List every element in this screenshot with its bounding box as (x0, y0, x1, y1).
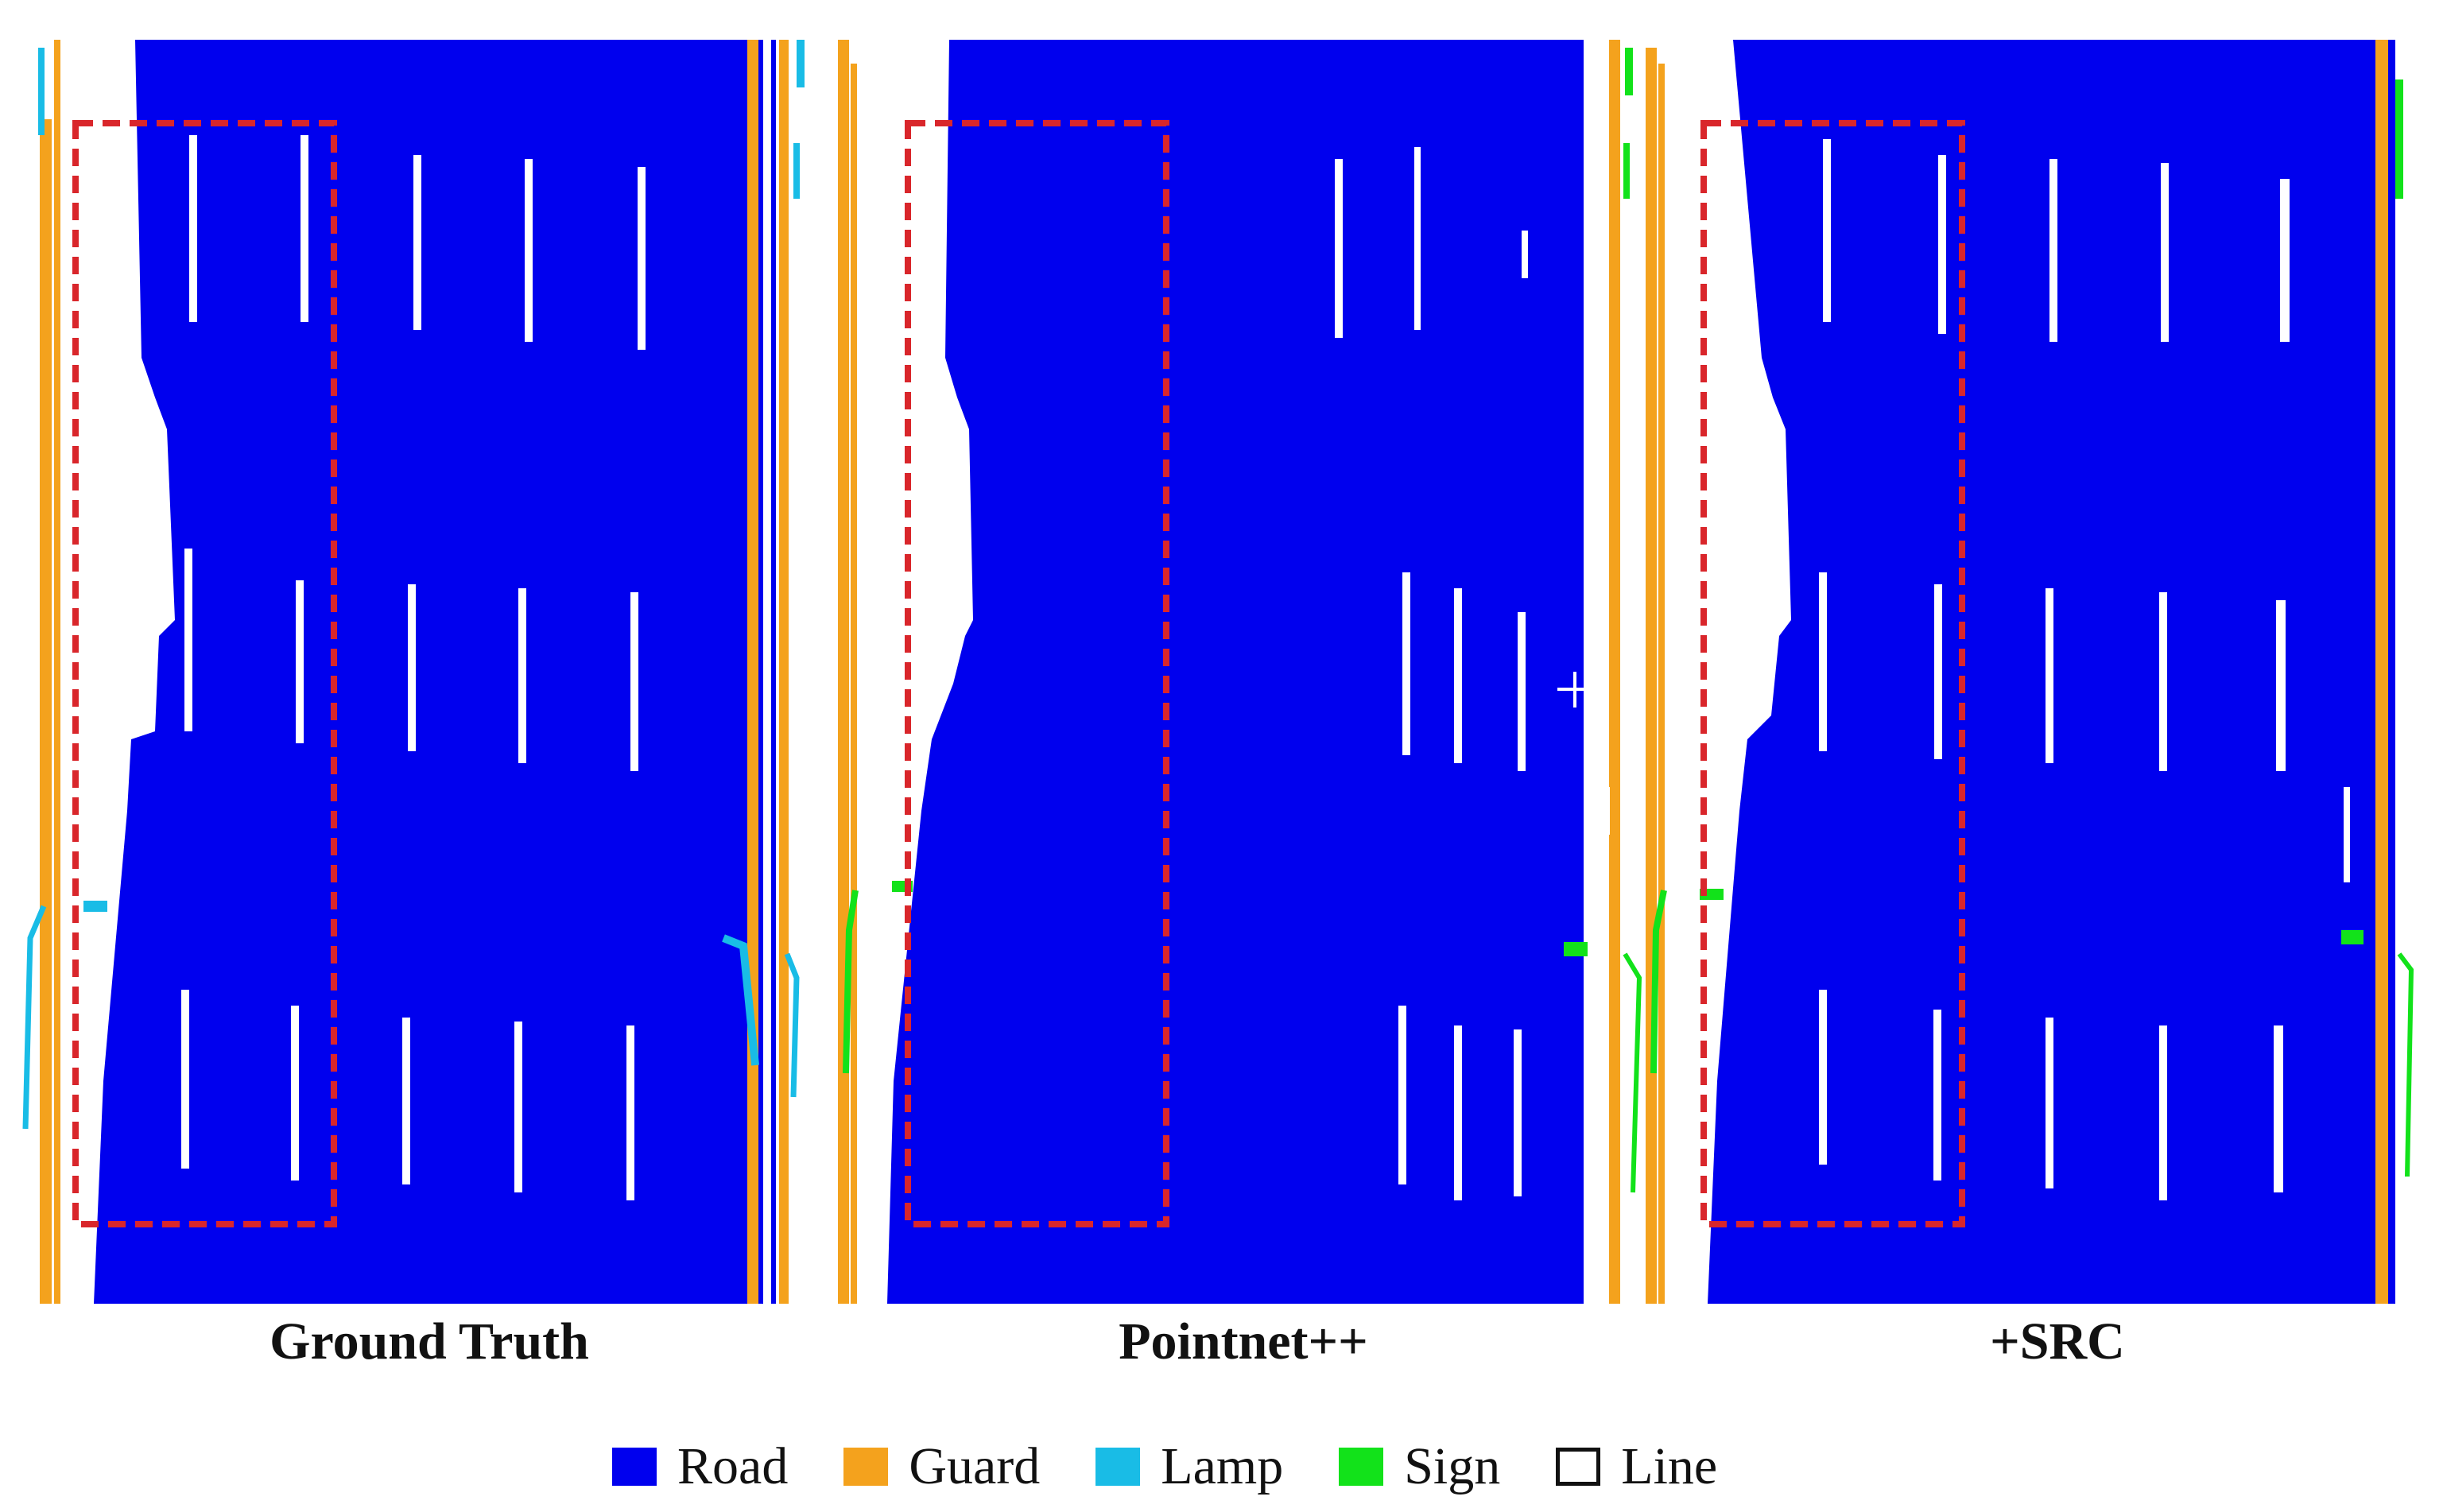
line-swatch (1556, 1448, 1601, 1486)
legend-label-line: Line (1621, 1437, 1718, 1495)
caption-pointnet: Pointnet++ (1119, 1312, 1368, 1370)
legend-item-sign: Sign (1339, 1436, 1500, 1497)
ground-truth-point-cloud (22, 40, 805, 1304)
legend-label-sign: Sign (1404, 1437, 1501, 1495)
guard-swatch (843, 1448, 889, 1486)
legend-label-guard: Guard (909, 1437, 1041, 1495)
legend-item-lamp: Lamp (1095, 1436, 1283, 1497)
legend-item-line: Line (1556, 1436, 1717, 1497)
caption-ground-truth: Ground Truth (270, 1312, 589, 1370)
road-swatch (612, 1448, 657, 1486)
src-point-cloud (1646, 40, 2414, 1304)
segmentation-panel-pointnet: Pointnet++ (814, 0, 1673, 1370)
highlight-box (905, 120, 1169, 1227)
legend-label-lamp: Lamp (1161, 1437, 1284, 1495)
legend-item-road: Road (612, 1436, 788, 1497)
pointnet-point-cloud (838, 40, 1642, 1304)
highlight-box (72, 120, 337, 1227)
segmentation-panel-ground-truth: Ground Truth (0, 0, 859, 1370)
legend-item-guard: Guard (843, 1436, 1040, 1497)
legend: Road Guard Lamp Sign Line (612, 1436, 1717, 1497)
caption-src: +SRC (1990, 1312, 2125, 1370)
segmentation-panel-src: +SRC (1628, 0, 2443, 1370)
highlight-box (1700, 120, 1965, 1227)
sign-swatch (1339, 1448, 1384, 1486)
legend-label-road: Road (677, 1437, 789, 1495)
lamp-swatch (1095, 1448, 1141, 1486)
